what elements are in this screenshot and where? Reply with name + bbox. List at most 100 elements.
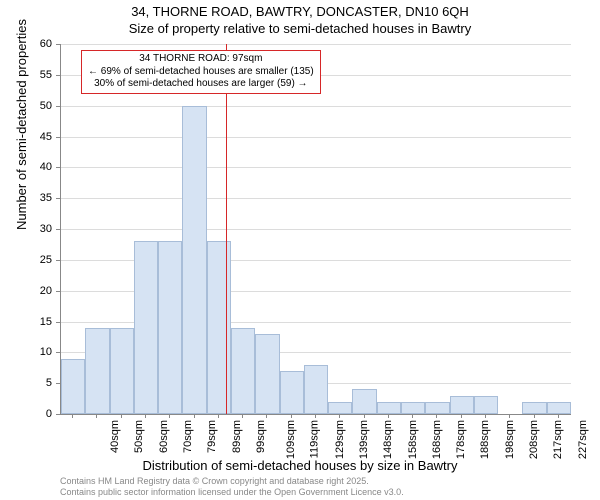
grid-line: [61, 167, 571, 168]
x-tick: [388, 414, 389, 418]
x-tick: [558, 414, 559, 418]
plot-area: 34 THORNE ROAD: 97sqm← 69% of semi-detac…: [60, 44, 571, 415]
y-tick: [56, 383, 60, 384]
y-tick: [56, 322, 60, 323]
grid-line: [61, 106, 571, 107]
x-tick-label: 198sqm: [504, 420, 516, 459]
y-tick-label: 60: [40, 38, 52, 50]
x-tick: [412, 414, 413, 418]
x-tick: [485, 414, 486, 418]
histogram-bar: [134, 241, 158, 414]
y-tick-label: 25: [40, 254, 52, 266]
histogram-bar: [255, 334, 279, 414]
x-tick-label: 158sqm: [407, 420, 419, 459]
y-tick: [56, 352, 60, 353]
x-tick-label: 109sqm: [285, 420, 297, 459]
y-tick-label: 15: [40, 316, 52, 328]
annotation-value: 34 THORNE ROAD: 97sqm: [88, 53, 314, 66]
x-tick-label: 208sqm: [528, 420, 540, 459]
attribution-line2: Contains public sector information licen…: [60, 487, 404, 498]
x-tick-label: 40sqm: [109, 420, 121, 453]
grid-line: [61, 44, 571, 45]
x-tick: [169, 414, 170, 418]
y-tick: [56, 229, 60, 230]
x-tick: [242, 414, 243, 418]
grid-line: [61, 198, 571, 199]
histogram-bar: [450, 396, 474, 415]
y-tick-label: 30: [40, 223, 52, 235]
histogram-bar: [85, 328, 109, 414]
y-tick: [56, 75, 60, 76]
x-tick: [509, 414, 510, 418]
y-tick-label: 0: [46, 408, 52, 420]
y-tick-label: 50: [40, 100, 52, 112]
histogram-bar: [61, 359, 85, 415]
chart-title-sub: Size of property relative to semi-detach…: [0, 21, 600, 36]
x-tick-label: 217sqm: [552, 420, 564, 459]
x-tick-label: 89sqm: [231, 420, 243, 453]
y-tick-label: 35: [40, 192, 52, 204]
x-tick: [339, 414, 340, 418]
histogram-bar: [280, 371, 304, 414]
histogram-bar: [377, 402, 401, 414]
x-tick-label: 139sqm: [358, 420, 370, 459]
x-tick-label: 79sqm: [206, 420, 218, 453]
histogram-bar: [158, 241, 182, 414]
y-tick: [56, 44, 60, 45]
x-tick-label: 168sqm: [431, 420, 443, 459]
x-tick-label: 188sqm: [480, 420, 492, 459]
attribution-line1: Contains HM Land Registry data © Crown c…: [60, 476, 404, 487]
histogram-bar: [328, 402, 352, 414]
annotation-larger: 30% of semi-detached houses are larger (…: [88, 78, 314, 91]
x-tick: [534, 414, 535, 418]
y-tick-label: 40: [40, 161, 52, 173]
histogram-bar: [547, 402, 571, 414]
x-tick: [364, 414, 365, 418]
y-tick: [56, 414, 60, 415]
x-tick: [121, 414, 122, 418]
grid-line: [61, 229, 571, 230]
x-tick-label: 178sqm: [455, 420, 467, 459]
histogram-bar: [401, 402, 425, 414]
x-tick-label: 60sqm: [158, 420, 170, 453]
histogram-bar: [231, 328, 255, 414]
y-tick-label: 45: [40, 131, 52, 143]
histogram-bar: [182, 106, 206, 414]
x-tick-label: 70sqm: [182, 420, 194, 453]
x-tick-label: 119sqm: [309, 420, 321, 458]
x-tick: [266, 414, 267, 418]
x-tick: [291, 414, 292, 418]
chart-title-main: 34, THORNE ROAD, BAWTRY, DONCASTER, DN10…: [0, 4, 600, 19]
x-tick: [145, 414, 146, 418]
histogram-bar: [474, 396, 498, 415]
x-tick: [96, 414, 97, 418]
annotation-box: 34 THORNE ROAD: 97sqm← 69% of semi-detac…: [81, 50, 321, 94]
y-tick: [56, 106, 60, 107]
y-tick-label: 55: [40, 69, 52, 81]
x-tick: [218, 414, 219, 418]
x-tick-label: 227sqm: [577, 420, 589, 459]
histogram-bar: [352, 389, 376, 414]
x-tick-label: 50sqm: [133, 420, 145, 453]
histogram-bar: [425, 402, 449, 414]
y-tick-label: 5: [46, 377, 52, 389]
x-tick-label: 129sqm: [334, 420, 346, 459]
x-tick: [194, 414, 195, 418]
y-tick: [56, 198, 60, 199]
y-tick: [56, 260, 60, 261]
histogram-bar: [304, 365, 328, 414]
x-tick: [461, 414, 462, 418]
x-tick: [72, 414, 73, 418]
y-tick-label: 10: [40, 346, 52, 358]
y-axis-title: Number of semi-detached properties: [14, 19, 29, 230]
y-tick: [56, 167, 60, 168]
histogram-chart: 34, THORNE ROAD, BAWTRY, DONCASTER, DN10…: [0, 0, 600, 500]
attribution: Contains HM Land Registry data © Crown c…: [60, 476, 404, 498]
histogram-bar: [110, 328, 134, 414]
x-tick: [436, 414, 437, 418]
x-tick: [315, 414, 316, 418]
histogram-bar: [207, 241, 231, 414]
histogram-bar: [522, 402, 546, 414]
annotation-smaller: ← 69% of semi-detached houses are smalle…: [88, 66, 314, 79]
y-tick: [56, 291, 60, 292]
